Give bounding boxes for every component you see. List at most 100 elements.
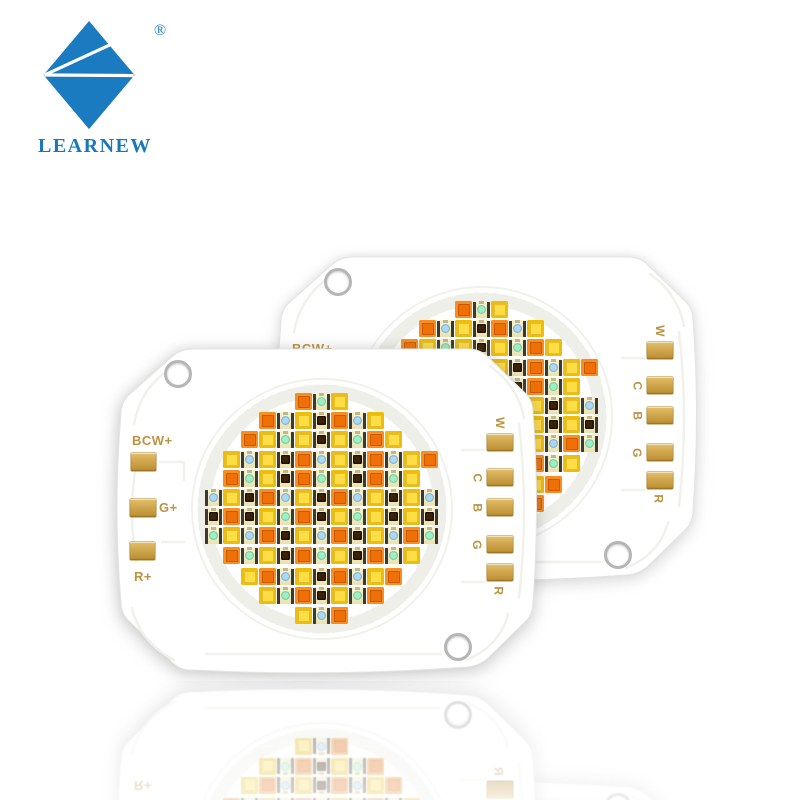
led-chip-yellow — [331, 470, 348, 487]
led-chip-dark-die — [205, 508, 222, 525]
led-chip-green-die — [349, 431, 366, 448]
led-chip-dark-die — [473, 320, 490, 337]
led-chip-orange — [295, 587, 312, 604]
led-chip-orange — [527, 339, 544, 356]
led-chip-orange — [367, 431, 384, 448]
led-chip-orange — [295, 470, 312, 487]
led-chip-yellow — [367, 412, 384, 429]
led-chip-yellow — [545, 339, 562, 356]
led-chip-yellow — [403, 470, 420, 487]
led-chip-orange — [331, 489, 348, 506]
led-chip-orange — [295, 451, 312, 468]
solder-pad-b — [487, 499, 513, 516]
led-chip-dark-die — [313, 587, 330, 604]
led-chip-dark-die — [277, 470, 294, 487]
led-chip-orange — [367, 587, 384, 604]
led-chip-blue-die — [241, 451, 258, 468]
led-chip-dark-die — [277, 547, 294, 564]
led-chip-yellow — [295, 489, 312, 506]
led-chip-blue-die — [581, 397, 598, 414]
led-chip-orange — [455, 301, 472, 318]
led-chip-dark-die — [581, 416, 598, 433]
reflection: BCW+ G+ R+ W C B G R BCW+ — [0, 681, 800, 800]
led-row — [455, 301, 508, 318]
led-chip-yellow — [331, 451, 348, 468]
led-chip-yellow — [563, 397, 580, 414]
led-chip-yellow — [259, 470, 276, 487]
solder-pad-r — [647, 472, 673, 489]
led-chip-green-die — [241, 470, 258, 487]
led-chip-yellow — [563, 416, 580, 433]
led-chip-orange — [223, 508, 240, 525]
led-pcb-board-front: BCW+ G+ R+ W C B G R — [110, 346, 544, 676]
led-chip-dark-die — [385, 508, 402, 525]
led-chip-yellow — [295, 568, 312, 585]
led-chip-yellow — [563, 455, 580, 472]
led-chip-green-die — [349, 587, 366, 604]
led-chip-blue-die — [241, 527, 258, 544]
led-chip-green-die — [349, 508, 366, 525]
led-chip-yellow — [259, 587, 276, 604]
led-chip-orange — [419, 320, 436, 337]
led-chip-green-die — [277, 508, 294, 525]
led-chip-orange — [563, 435, 580, 452]
led-chip-array — [110, 346, 544, 676]
led-chip-dark-die — [313, 489, 330, 506]
led-chip-dark-die — [241, 508, 258, 525]
led-chip-yellow — [295, 607, 312, 624]
led-chip-dark-die — [349, 451, 366, 468]
led-chip-orange — [223, 470, 240, 487]
led-chip-orange — [259, 412, 276, 429]
led-boards-scene: BCW+ G+ R+ W C B G R BCW+ — [110, 256, 697, 676]
led-chip-orange — [545, 476, 562, 493]
mounting-hole-top-left — [324, 268, 352, 296]
led-row — [223, 547, 420, 564]
solder-pad-w — [487, 434, 513, 451]
led-chip-yellow — [491, 301, 508, 318]
led-chip-dark-die — [241, 489, 258, 506]
led-chip-orange — [241, 431, 258, 448]
led-chip-orange — [403, 527, 420, 544]
circuit-traces — [130, 364, 526, 662]
led-chip-green-die — [385, 547, 402, 564]
led-chip-blue-die — [277, 412, 294, 429]
led-chip-dark-die — [385, 489, 402, 506]
led-chip-yellow — [259, 451, 276, 468]
mounting-hole-top-left — [164, 360, 192, 388]
led-chip-yellow — [455, 320, 472, 337]
led-chip-dark-die — [349, 470, 366, 487]
led-chip-dark-die — [349, 527, 366, 544]
led-chip-dark-die — [277, 451, 294, 468]
led-chip-yellow — [403, 547, 420, 564]
led-chip-orange — [367, 547, 384, 564]
led-chip-yellow — [331, 587, 348, 604]
led-chip-yellow — [259, 547, 276, 564]
led-chip-yellow — [295, 412, 312, 429]
led-row — [205, 508, 438, 525]
led-chip-orange — [367, 470, 384, 487]
led-chip-dark-die — [349, 547, 366, 564]
led-chip-green-die — [313, 547, 330, 564]
led-chip-blue-die — [349, 412, 366, 429]
led-chip-dark-die — [313, 412, 330, 429]
led-chip-green-die — [241, 547, 258, 564]
led-chip-yellow — [331, 508, 348, 525]
led-chip-blue-die — [385, 527, 402, 544]
led-row — [295, 607, 348, 624]
led-chip-green-die — [277, 431, 294, 448]
led-chip-yellow — [403, 508, 420, 525]
led-chip-yellow — [367, 568, 384, 585]
solder-pad-g — [487, 536, 513, 553]
led-chip-dark-die — [313, 508, 330, 525]
led-chip-yellow — [491, 339, 508, 356]
solder-pad-g-plus — [130, 499, 156, 517]
led-row — [205, 489, 438, 506]
led-chip-blue-die — [205, 489, 222, 506]
led-chip-yellow — [259, 508, 276, 525]
led-chip-blue-die — [349, 489, 366, 506]
led-chip-green-die — [581, 435, 598, 452]
led-chip-dark-die — [545, 416, 562, 433]
mounting-hole-bottom-right — [604, 541, 632, 569]
led-chip-orange — [527, 378, 544, 395]
